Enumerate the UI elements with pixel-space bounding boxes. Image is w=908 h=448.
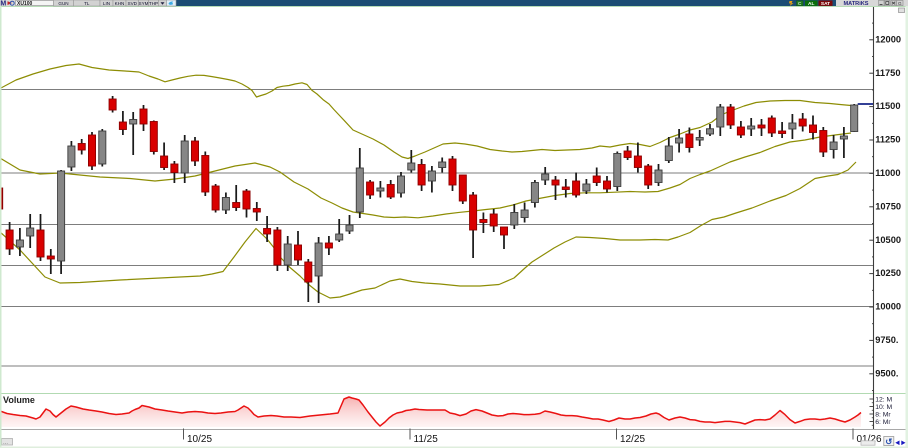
svg-text:11000: 11000	[875, 168, 900, 178]
svg-text:SYM: SYM	[139, 1, 149, 6]
svg-text:GUN: GUN	[58, 1, 68, 6]
svg-text:12/25: 12/25	[620, 434, 645, 445]
svg-text:01/26: 01/26	[857, 434, 882, 445]
svg-text:12000: 12000	[875, 34, 901, 44]
svg-text:11250: 11250	[875, 135, 900, 145]
svg-text:KHN: KHN	[115, 1, 125, 6]
svg-text:↺: ↺	[885, 436, 893, 446]
svg-text:THP: THP	[149, 1, 158, 6]
svg-text:9500.: 9500.	[875, 368, 898, 378]
svg-text:XU100: XU100	[17, 1, 33, 7]
svg-text:10250: 10250	[875, 268, 901, 278]
svg-text:11/25: 11/25	[414, 434, 439, 445]
svg-text:10/25: 10/25	[187, 434, 212, 445]
svg-text:11750: 11750	[875, 68, 900, 78]
svg-text:10: M: 10: M	[875, 404, 892, 411]
svg-text:10500: 10500	[875, 235, 901, 245]
svg-text:11500: 11500	[875, 101, 900, 111]
svg-text:M: M	[0, 1, 6, 8]
svg-text:9750.: 9750.	[875, 335, 898, 345]
svg-text:SAT: SAT	[821, 1, 830, 7]
svg-text:TL: TL	[84, 1, 90, 6]
svg-text:G: G	[898, 1, 902, 6]
svg-text:LIN: LIN	[103, 1, 110, 6]
svg-text:10000: 10000	[875, 302, 901, 312]
svg-text:Volume: Volume	[3, 395, 35, 405]
svg-text:12: M: 12: M	[875, 397, 892, 404]
svg-text:6: Mг: 6: Mг	[875, 419, 891, 426]
svg-text:C: C	[798, 1, 802, 6]
svg-text:SVD: SVD	[128, 1, 138, 6]
svg-text:MATRiKS: MATRiKS	[843, 1, 868, 7]
svg-text:10750: 10750	[875, 201, 901, 211]
svg-text:8: Mг: 8: Mг	[875, 412, 891, 419]
svg-text:...: ...	[3, 440, 8, 446]
svg-text:AL: AL	[808, 1, 814, 7]
